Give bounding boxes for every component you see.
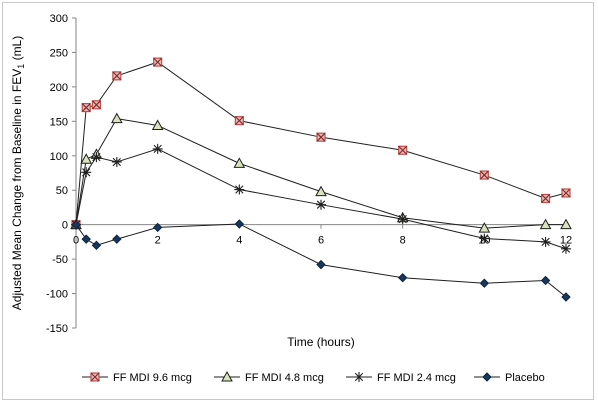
legend-label: FF MDI 2.4 mcg xyxy=(377,372,456,384)
x-tick-label: 6 xyxy=(318,235,324,247)
data-point-marker xyxy=(152,143,163,154)
legend-label: Placebo xyxy=(505,372,545,384)
legend-item: FF MDI 4.8 mcg xyxy=(214,370,324,384)
series-4 xyxy=(71,219,571,302)
data-point-marker xyxy=(233,157,246,168)
x-axis-ticks: 0 2 4 6 8 10 12 xyxy=(73,224,572,247)
data-point-cross xyxy=(153,57,163,67)
data-point-cross xyxy=(398,145,408,155)
legend-label: FF MDI 4.8 mcg xyxy=(245,372,324,384)
data-point-marker xyxy=(561,243,571,254)
y-tick-label: 300 xyxy=(50,13,68,25)
data-point-marker xyxy=(354,372,364,382)
data-point-marker xyxy=(561,292,571,302)
data-point-marker xyxy=(316,199,326,210)
data-point-marker xyxy=(71,219,81,230)
y-tick-label: 250 xyxy=(50,47,68,59)
data-point-marker xyxy=(221,370,233,382)
y-axis-title-main: Adjusted Mean Change from Baseline in FE… xyxy=(10,69,24,310)
x-tick-label: 12 xyxy=(560,235,572,247)
y-tick-label: -50 xyxy=(52,254,68,266)
data-point-cross xyxy=(479,170,489,180)
legend: FF MDI 9.6 mcg FF MDI 4.8 mcg FF MDI 2.4 m… xyxy=(82,370,545,384)
series-1 xyxy=(71,57,571,230)
data-point-marker xyxy=(91,240,102,251)
data-point-marker xyxy=(111,156,122,167)
legend-item: Placebo xyxy=(474,372,545,384)
data-point-cross xyxy=(112,71,122,81)
y-tick-label: 0 xyxy=(62,220,68,232)
y-axis-title: Adjusted Mean Change from Baseline in FE… xyxy=(10,36,26,310)
data-point-marker xyxy=(560,218,572,230)
y-tick-label: -150 xyxy=(46,323,68,335)
x-tick-label: 4 xyxy=(236,235,242,247)
series-layer xyxy=(70,57,572,302)
x-tick-label: 2 xyxy=(155,235,161,247)
data-point-cross xyxy=(561,188,571,198)
data-point-marker xyxy=(397,214,408,225)
data-point-marker xyxy=(316,259,326,270)
y-tick-label: 100 xyxy=(50,151,68,163)
data-point-marker xyxy=(81,234,91,244)
data-point-marker xyxy=(151,119,164,130)
y-axis-ticks: -150 -100 -50 0 50 100 150 200 250 300 xyxy=(46,13,76,335)
data-point-cross xyxy=(234,116,244,126)
data-point-marker xyxy=(234,184,245,195)
y-tick-label: 50 xyxy=(56,185,68,197)
data-point-marker xyxy=(91,152,102,163)
data-point-cross xyxy=(92,100,101,110)
y-tick-label: 200 xyxy=(50,82,68,94)
legend-label: FF MDI 9.6 mcg xyxy=(113,372,192,384)
legend-item: FF MDI 9.6 mcg xyxy=(82,372,192,384)
x-tick-label: 0 xyxy=(73,235,79,247)
data-point-cross xyxy=(81,103,91,112)
y-tick-label: 150 xyxy=(50,116,68,128)
series-2 xyxy=(70,112,572,233)
y-axis-title-unit: (mL) xyxy=(10,36,24,64)
legend-item: FF MDI 2.4 mcg xyxy=(346,372,456,384)
data-point-cross xyxy=(90,372,100,382)
data-point-cross xyxy=(316,132,326,142)
chart-frame xyxy=(2,2,594,400)
x-axis-title: Time (hours) xyxy=(287,335,355,349)
data-point-marker xyxy=(234,219,245,229)
y-tick-label: -100 xyxy=(46,289,68,301)
data-point-marker xyxy=(152,222,163,233)
x-tick-label: 8 xyxy=(400,235,406,247)
data-point-marker xyxy=(397,273,408,283)
data-point-marker xyxy=(539,218,552,230)
data-point-marker xyxy=(315,185,327,197)
data-point-marker xyxy=(110,112,123,124)
data-point-marker xyxy=(80,153,93,164)
data-point-marker xyxy=(479,278,490,288)
data-point-marker xyxy=(478,222,491,233)
data-point-marker xyxy=(540,236,551,247)
data-point-marker xyxy=(81,167,92,178)
y-axis-title-subscript: 1 xyxy=(16,64,26,69)
data-point-marker xyxy=(540,275,551,286)
data-point-marker xyxy=(112,234,122,244)
data-point-cross xyxy=(541,194,550,203)
data-point-marker xyxy=(482,372,492,382)
data-point-marker xyxy=(479,233,490,244)
